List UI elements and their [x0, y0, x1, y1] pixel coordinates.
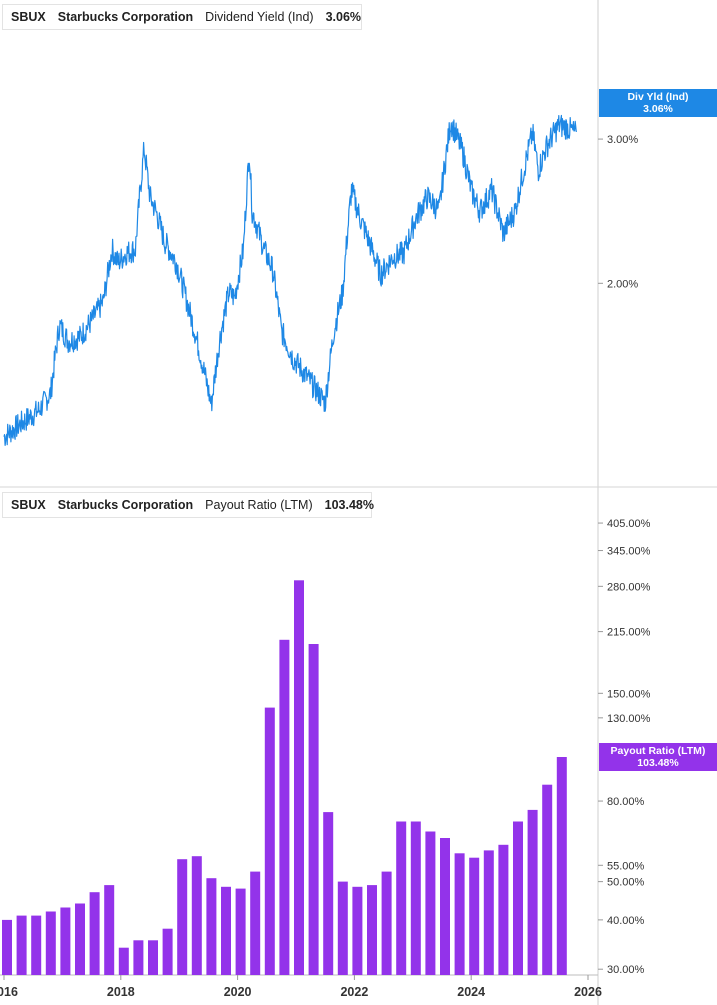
- dividend-yield-line: [3, 114, 577, 446]
- dividend-yield-value-tag: Div Yld (Ind) 3.06%: [599, 89, 717, 117]
- x-tick-label: 2016: [0, 985, 18, 999]
- legend-company: Starbucks Corporation: [57, 498, 194, 512]
- payout-ratio-bar: [352, 886, 363, 975]
- legend-value: 103.48%: [324, 498, 374, 512]
- legend-ticker: SBUX: [11, 10, 46, 24]
- payout-ratio-bar: [367, 885, 377, 975]
- payout-ratio-bar: [483, 850, 494, 975]
- payout-ratio-bar: [454, 853, 465, 975]
- payout-ratio-bar: [221, 886, 231, 975]
- payout-ratio-bar: [308, 644, 319, 975]
- payout-ratio-bar: [118, 947, 129, 975]
- y-tick-label: 80.00%: [607, 796, 645, 808]
- payout-ratio-bar: [60, 907, 71, 975]
- payout-ratio-bar: [45, 911, 56, 975]
- legend-ticker: SBUX: [11, 498, 46, 512]
- payout-ratio-bar: [264, 707, 275, 975]
- y-tick-label: 40.00%: [607, 915, 645, 927]
- payout-ratio-bar: [469, 857, 480, 975]
- payout-ratio-bar: [396, 821, 407, 975]
- legend-metric: Dividend Yield (Ind): [205, 10, 314, 24]
- payout-ratio-bar: [16, 915, 27, 975]
- payout-ratio-bar: [337, 881, 348, 975]
- y-tick-label: 2.00%: [607, 278, 638, 290]
- payout-ratio-bar: [498, 844, 509, 975]
- payout-ratio-bar: [542, 784, 553, 975]
- payout-ratio-bar: [556, 757, 567, 975]
- payout-ratio-bar: [381, 871, 392, 975]
- payout-ratio-bar: [75, 903, 85, 975]
- y-tick-label: 215.00%: [607, 627, 651, 639]
- payout-ratio-bar: [235, 888, 246, 975]
- payout-ratio-value-tag: Payout Ratio (LTM) 103.48%: [599, 743, 717, 771]
- payout-ratio-bar: [513, 821, 523, 975]
- tag-label: Payout Ratio (LTM): [610, 745, 706, 757]
- payout-ratio-bar: [425, 831, 436, 975]
- payout-ratio-bar: [177, 859, 188, 975]
- payout-ratio-bar: [104, 885, 115, 975]
- payout-ratio-bar: [89, 892, 100, 975]
- payout-ratio-bar: [133, 940, 144, 975]
- x-tick-label: 2018: [107, 985, 135, 999]
- payout-ratio-bar: [206, 878, 217, 975]
- tag-label: Div Yld (Ind): [627, 91, 689, 103]
- y-tick-label: 405.00%: [607, 518, 651, 530]
- payout-ratio-bar: [191, 856, 202, 975]
- payout-ratio-legend: SBUX Starbucks Corporation Payout Ratio …: [2, 492, 374, 518]
- x-tick-label: 2026: [574, 985, 602, 999]
- y-tick-label: 30.00%: [607, 964, 645, 976]
- payout-ratio-bar: [148, 940, 158, 975]
- payout-ratio-bar: [410, 821, 421, 975]
- y-tick-label: 130.00%: [607, 713, 651, 725]
- payout-ratio-bar: [440, 838, 450, 975]
- legend-company: Starbucks Corporation: [57, 10, 194, 24]
- x-tick-label: 2022: [340, 985, 368, 999]
- x-axis-ticks: 2016 2018 2020 2022 2024 2026: [0, 975, 602, 999]
- payout-ratio-bar: [162, 928, 173, 975]
- tag-value: 3.06%: [643, 103, 673, 115]
- dividend-yield-legend: SBUX Starbucks Corporation Dividend Yiel…: [2, 4, 362, 30]
- payout-ratio-bar: [250, 871, 261, 975]
- y-tick-label: 345.00%: [607, 546, 651, 558]
- y-axis-ticks: 2.00% 3.00% 30.00% 40.00% 50.00% 55.00% 80.00%…: [598, 134, 651, 976]
- legend-value: 3.06%: [325, 10, 362, 24]
- y-tick-label: 3.00%: [607, 134, 638, 146]
- y-tick-label: 280.00%: [607, 581, 651, 593]
- y-tick-label: 150.00%: [607, 688, 651, 700]
- payout-ratio-bar: [294, 580, 304, 975]
- dividend-yield-plot: [3, 114, 577, 446]
- payout-ratio-plot: [2, 580, 567, 975]
- tag-value: 103.48%: [637, 757, 679, 769]
- y-tick-label: 50.00%: [607, 877, 645, 889]
- y-tick-label: 55.00%: [607, 860, 645, 872]
- payout-ratio-bar: [279, 639, 290, 975]
- payout-ratio-bar: [31, 915, 42, 975]
- payout-ratio-bar: [527, 809, 538, 975]
- x-tick-label: 2020: [224, 985, 252, 999]
- payout-ratio-bar: [323, 812, 334, 975]
- payout-ratio-bar: [2, 919, 12, 975]
- x-tick-label: 2024: [457, 985, 485, 999]
- legend-metric: Payout Ratio (LTM): [205, 498, 313, 512]
